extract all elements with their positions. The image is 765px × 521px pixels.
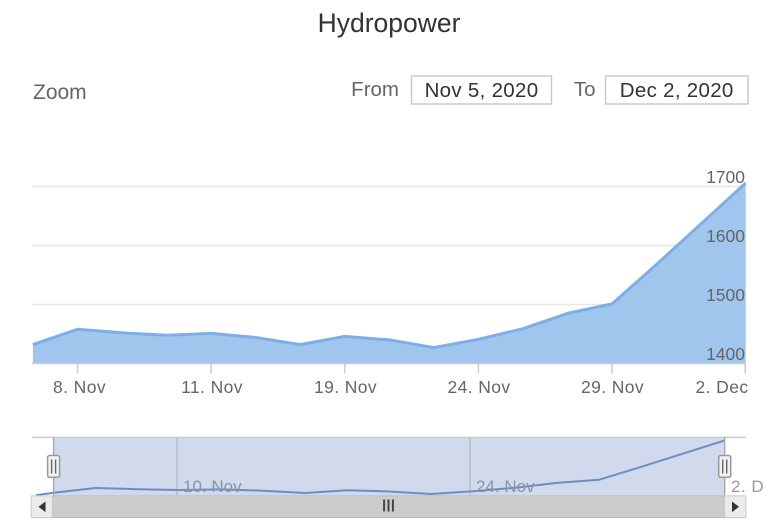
svg-text:1700: 1700 xyxy=(706,167,745,187)
svg-text:24. Nov: 24. Nov xyxy=(476,477,535,496)
svg-text:29. Nov: 29. Nov xyxy=(581,377,644,397)
svg-text:Dec 2, 2020: Dec 2, 2020 xyxy=(620,79,734,102)
svg-text:From: From xyxy=(351,78,399,101)
svg-text:1600: 1600 xyxy=(706,226,745,246)
svg-text:Zoom: Zoom xyxy=(33,81,87,104)
svg-text:19. Nov: 19. Nov xyxy=(314,377,377,397)
svg-text:2. Dec: 2. Dec xyxy=(731,477,765,496)
svg-text:To: To xyxy=(574,78,596,101)
svg-text:11. Nov: 11. Nov xyxy=(181,377,243,397)
svg-text:2. Dec: 2. Dec xyxy=(696,377,749,397)
svg-text:Hydropower: Hydropower xyxy=(318,8,461,38)
svg-text:1400: 1400 xyxy=(706,344,745,364)
svg-text:24. Nov: 24. Nov xyxy=(447,377,510,397)
svg-text:1500: 1500 xyxy=(706,285,745,305)
svg-text:8. Nov: 8. Nov xyxy=(53,377,106,397)
svg-text:Nov 5, 2020: Nov 5, 2020 xyxy=(425,79,539,102)
svg-text:10. Nov: 10. Nov xyxy=(183,477,242,496)
